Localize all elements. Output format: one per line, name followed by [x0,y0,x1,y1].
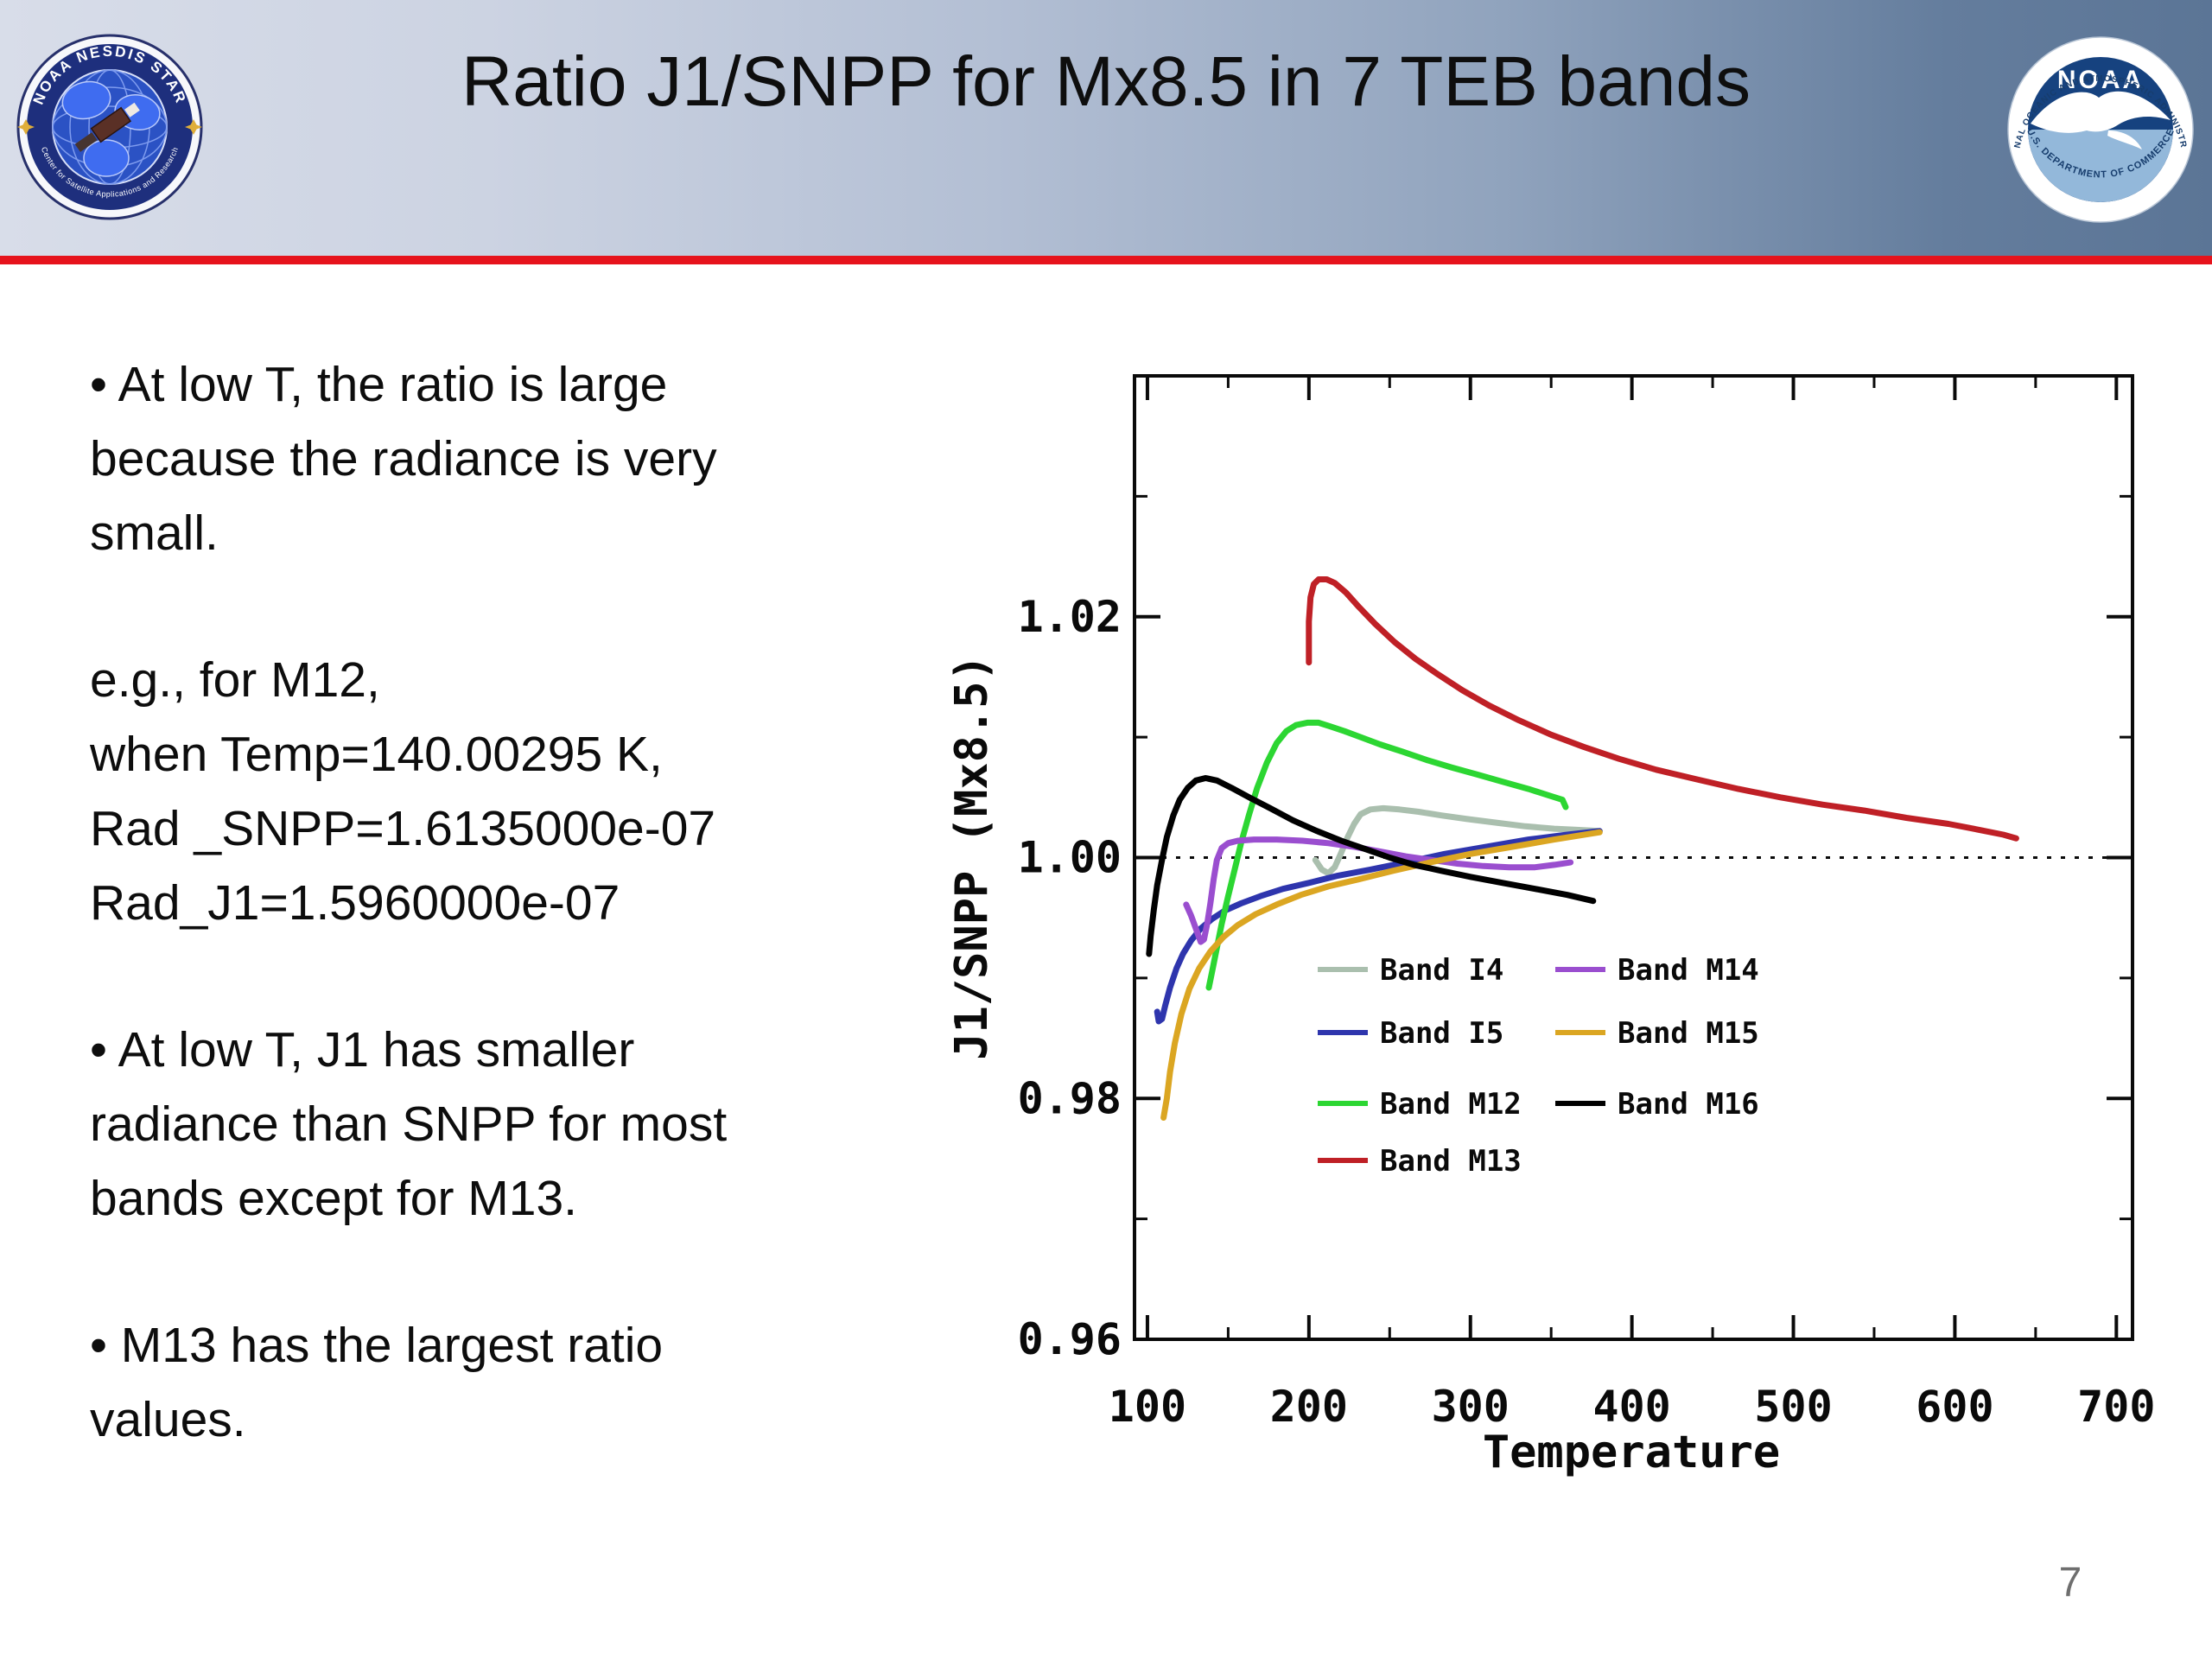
noaa-seagull-tail [2107,130,2142,149]
y-tick-label: 1.02 [1018,592,1122,642]
nesdis-star-logo: NOAA NESDIS STAR Center for Satellite Ap… [16,34,203,220]
legend-label-band-m15: Band M15 [1618,1016,1759,1051]
series-line-band-i4 [1312,804,1603,877]
series-line-band-m12 [1205,719,1569,991]
x-axis-title: Temperature [1483,1427,1780,1478]
header-red-rule [0,256,2212,264]
legend-label-band-m16: Band M16 [1618,1087,1759,1122]
satellite-icon [74,102,140,152]
page-number: 7 [2058,1560,2082,1605]
bullet-j1-smaller: • At low T, J1 has smaller radiance than… [90,1022,728,1226]
bullet-m13-largest: • M13 has the largest ratio values. [90,1318,664,1447]
x-tick-label: 300 [1432,1382,1510,1432]
chart-series [1146,576,2019,1121]
star-logo-oval-oceanography [61,80,111,120]
body-text-column: • At low T, the ratio is large because t… [90,347,954,1529]
y-tick-label: 1.00 [1018,833,1122,883]
chart-legend: Band I4 Band I5 Band M12 Band M13 Band M14 Ba… [1318,953,1759,1179]
x-tick-label: 200 [1270,1382,1348,1432]
noaa-wordmark: NOAA [2057,66,2144,94]
x-tick-label: 700 [2077,1382,2155,1432]
noaa-logo-sea [2028,130,2173,202]
series-line-band-m16 [1146,775,1597,957]
legend-label-band-i5: Band I5 [1380,1016,1503,1051]
x-tick-label: 100 [1109,1382,1186,1432]
noaa-seagull-icon [2031,91,2171,133]
legend-label-band-m14: Band M14 [1618,953,1759,988]
x-tick-label: 600 [1916,1382,1993,1432]
example-m12-block: e.g., for M12, when Temp=140.00295 K, Ra… [90,652,716,931]
series-line-band-m15 [1160,829,1603,1121]
ratio-line-chart: 100 200 300 400 500 600 700 0.96 0.98 1.00 1.02 Ba… [950,374,2155,1478]
y-tick-label: 0.96 [1018,1314,1122,1364]
slide-title: Ratio J1/SNPP for Mx8.5 in 7 TEB bands [461,42,1751,121]
series-line-band-m14 [1183,836,1574,945]
header-band: NOAA NESDIS STAR Center for Satellite Ap… [0,0,2212,256]
gold-star-left-icon [17,119,35,135]
series-line-band-m13 [1306,576,2019,842]
legend-label-band-m12: Band M12 [1380,1087,1522,1122]
y-tick-label: 0.98 [1018,1073,1122,1123]
x-tick-label: 400 [1592,1382,1670,1432]
star-logo-oval-meteorology [83,139,130,177]
noaa-logo: NOAA NATIONAL OCEANIC AND ATMOSPHERIC AD… [2006,35,2194,223]
chart-axes: 100 200 300 400 500 600 700 0.96 0.98 1.00 1.02 [1018,374,2155,1432]
x-tick-label: 500 [1754,1382,1832,1432]
gold-star-right-icon [185,119,202,135]
y-axis-title: J1/SNPP (Mx8.5) [950,654,998,1060]
series-line-band-i5 [1154,828,1603,1025]
legend-label-band-i4: Band I4 [1380,953,1503,988]
bullet-low-t-ratio: • At low T, the ratio is large because t… [90,357,717,561]
legend-label-band-m13: Band M13 [1380,1144,1522,1179]
